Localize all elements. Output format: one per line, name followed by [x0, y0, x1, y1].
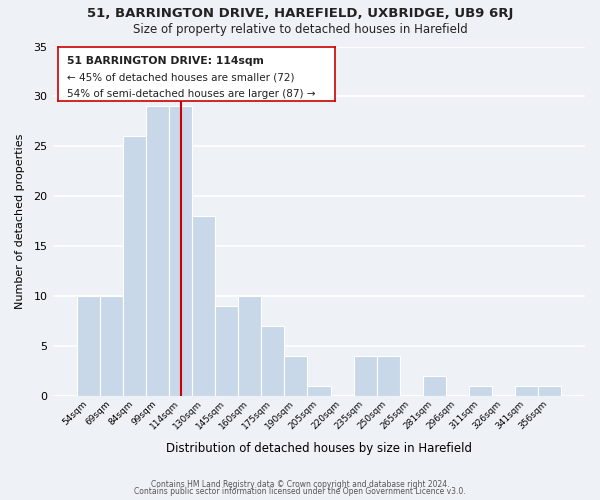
Bar — [193, 216, 215, 396]
Text: 51, BARRINGTON DRIVE, HAREFIELD, UXBRIDGE, UB9 6RJ: 51, BARRINGTON DRIVE, HAREFIELD, UXBRIDG… — [87, 8, 513, 20]
Bar — [169, 106, 193, 396]
Bar — [307, 386, 331, 396]
Bar — [353, 356, 377, 396]
Text: Contains HM Land Registry data © Crown copyright and database right 2024.: Contains HM Land Registry data © Crown c… — [151, 480, 449, 489]
Bar — [215, 306, 238, 396]
Bar — [515, 386, 538, 396]
Bar — [146, 106, 169, 396]
Text: Contains public sector information licensed under the Open Government Licence v3: Contains public sector information licen… — [134, 487, 466, 496]
Text: Size of property relative to detached houses in Harefield: Size of property relative to detached ho… — [133, 22, 467, 36]
Bar — [469, 386, 492, 396]
Bar — [100, 296, 123, 396]
Y-axis label: Number of detached properties: Number of detached properties — [15, 134, 25, 309]
Bar — [262, 326, 284, 396]
X-axis label: Distribution of detached houses by size in Harefield: Distribution of detached houses by size … — [166, 442, 472, 455]
Bar — [377, 356, 400, 396]
Bar — [238, 296, 262, 396]
Bar — [422, 376, 446, 396]
Bar — [538, 386, 561, 396]
Bar — [123, 136, 146, 396]
Bar — [77, 296, 100, 396]
Bar — [284, 356, 307, 396]
